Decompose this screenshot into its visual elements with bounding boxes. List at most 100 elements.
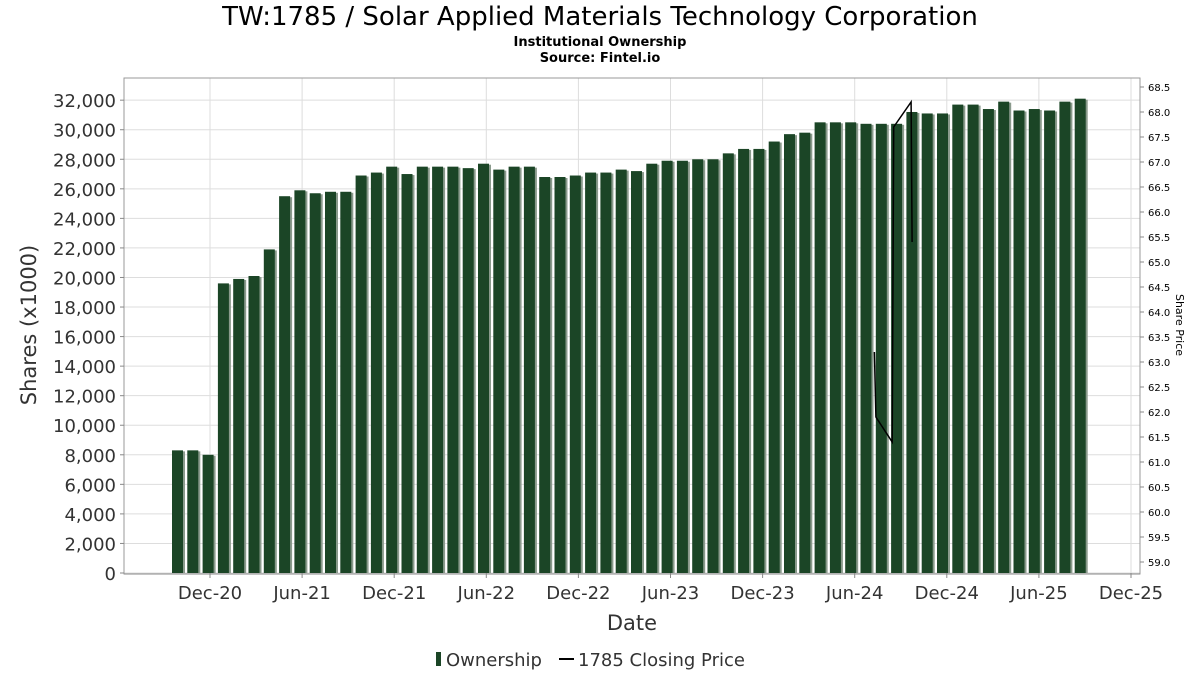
- ownership-bar: [998, 101, 1010, 574]
- ownership-bar: [309, 193, 321, 574]
- y-tick-label: 10,000: [53, 416, 116, 437]
- ownership-bar: [478, 163, 489, 574]
- y2-tick-label: 60.5: [1148, 483, 1170, 494]
- y-tick-label: 30,000: [53, 121, 116, 142]
- ownership-bar: [600, 172, 612, 573]
- ownership-bar: [692, 159, 704, 573]
- ownership-bar: [875, 123, 887, 573]
- ownership-bar: [386, 166, 398, 573]
- ownership-bar: [187, 450, 199, 573]
- ownership-bar: [799, 132, 811, 574]
- ownership-bar: [921, 113, 933, 574]
- y2-tick-label: 64.0: [1148, 308, 1170, 319]
- ownership-bar: [294, 190, 306, 573]
- y2-tick-label: 60.0: [1148, 508, 1170, 519]
- ownership-bar: [447, 166, 459, 573]
- y2-tick-label: 62.0: [1148, 408, 1170, 419]
- y2-tick-label: 61.5: [1148, 433, 1170, 444]
- y-tick-label: 24,000: [53, 209, 116, 230]
- ownership-bar: [891, 123, 903, 573]
- x-tick-label: Dec-20: [178, 583, 242, 604]
- y2-axis-label: Share Price: [1173, 294, 1186, 356]
- x-axis-label: Date: [607, 611, 657, 635]
- ownership-bar: [784, 134, 795, 574]
- price-line: [873, 99, 913, 445]
- ownership-bar: [493, 169, 505, 573]
- y2-tick-label: 66.5: [1148, 183, 1170, 194]
- ownership-bar: [569, 175, 581, 573]
- ownership-bar: [814, 122, 826, 573]
- ownership-bar: [768, 141, 780, 574]
- ownership-bar: [325, 191, 336, 573]
- y2-tick-label: 65.5: [1148, 233, 1170, 244]
- ownership-bar: [202, 454, 214, 573]
- ownership-bar: [1059, 101, 1071, 574]
- ownership-bar: [340, 191, 352, 573]
- ownership-bar: [172, 450, 183, 573]
- y2-axis: 59.0 59.5 60.0 60.5 61.0 61.5 62.0 62.5 63.0 63.5…: [1140, 83, 1170, 569]
- y-axis: 0 2,000 4,000 6,000 8,000 10,000 12,000 14,000 1…: [53, 91, 124, 585]
- ownership-bar: [952, 104, 964, 573]
- ownership-bar: [416, 166, 428, 573]
- y2-tick-label: 59.0: [1148, 558, 1170, 569]
- ownership-bar: [1074, 98, 1086, 573]
- x-tick-label: Jun-21: [272, 583, 331, 604]
- ownership-bar: [370, 172, 382, 573]
- legend-ownership-label: Ownership: [446, 650, 542, 671]
- x-tick-label: Dec-23: [730, 583, 794, 604]
- ownership-bar: [937, 113, 948, 574]
- y2-tick-label: 63.5: [1148, 333, 1170, 344]
- ownership-bar: [631, 171, 642, 574]
- ownership-bar: [707, 159, 719, 573]
- ownership-bar: [845, 122, 857, 573]
- y2-tick-label: 68.5: [1148, 83, 1170, 94]
- price-line-group: [873, 99, 913, 445]
- x-tick-label: Dec-21: [362, 583, 426, 604]
- y-tick-label: 4,000: [64, 505, 116, 526]
- ownership-bar: [263, 249, 275, 573]
- y-tick-label: 8,000: [64, 446, 116, 467]
- ownership-bar: [1044, 110, 1056, 574]
- y2-tick-label: 66.0: [1148, 208, 1170, 219]
- ownership-bar: [462, 168, 474, 573]
- y-tick-label: 26,000: [53, 180, 116, 201]
- ownership-bar: [432, 166, 444, 573]
- legend: Ownership 1785 Closing Price: [436, 650, 745, 671]
- y2-tick-label: 67.0: [1148, 158, 1170, 169]
- ownership-bar: [738, 148, 750, 574]
- x-tick-label: Jun-24: [825, 583, 884, 604]
- ownership-bar: [539, 177, 551, 573]
- ownership-bar: [233, 278, 245, 573]
- x-axis: Dec-20 Jun-21 Dec-21 Jun-22 Dec-22 Jun-23 Dec-…: [124, 573, 1163, 604]
- ownership-bar: [523, 166, 535, 573]
- ownership-bar: [661, 160, 673, 573]
- chart-subtitle: Institutional Ownership: [513, 35, 687, 50]
- y2-tick-label: 59.5: [1148, 533, 1170, 544]
- y-tick-label: 28,000: [53, 150, 116, 171]
- ownership-bar: [982, 109, 994, 574]
- y2-tick-label: 63.0: [1148, 358, 1170, 369]
- legend-ownership-swatch: [436, 652, 441, 666]
- y2-tick-label: 67.5: [1148, 133, 1170, 144]
- y2-tick-label: 65.0: [1148, 258, 1170, 269]
- y-tick-label: 2,000: [64, 534, 116, 555]
- ownership-bar: [967, 104, 979, 573]
- y-tick-label: 32,000: [53, 91, 116, 112]
- ownership-bar: [615, 169, 627, 573]
- ownership-bar: [722, 153, 734, 573]
- y2-tick-label: 62.5: [1148, 383, 1170, 394]
- y-tick-label: 12,000: [53, 387, 116, 408]
- ownership-bar: [508, 166, 520, 573]
- ownership-bar: [646, 163, 658, 574]
- x-tick-label: Dec-25: [1099, 583, 1163, 604]
- ownership-bar: [753, 148, 765, 574]
- ownership-bar: [829, 122, 841, 573]
- y-tick-label: 16,000: [53, 328, 116, 349]
- y-axis-label: Shares (x1000): [17, 245, 41, 405]
- legend-price-label: 1785 Closing Price: [578, 650, 745, 671]
- ownership-bar: [676, 160, 688, 573]
- ownership-bar: [401, 174, 413, 573]
- ownership-bar: [585, 172, 597, 573]
